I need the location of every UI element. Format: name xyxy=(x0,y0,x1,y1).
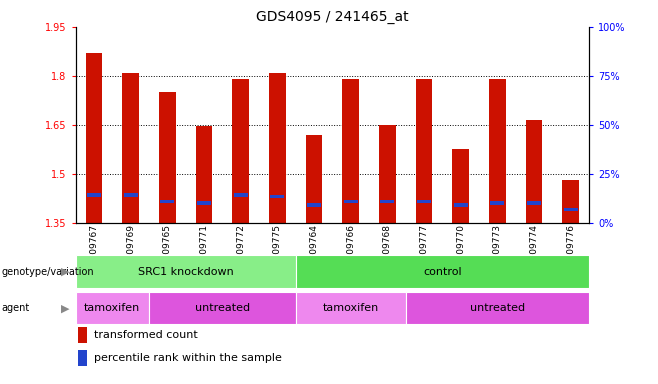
Bar xyxy=(78,327,88,343)
Text: genotype/variation: genotype/variation xyxy=(1,266,94,277)
Bar xyxy=(76,255,295,288)
Text: untreated: untreated xyxy=(470,303,525,313)
Bar xyxy=(307,203,321,207)
Text: ▶: ▶ xyxy=(61,266,69,277)
Bar xyxy=(149,292,295,324)
Bar xyxy=(343,200,358,203)
Bar xyxy=(563,208,578,212)
Bar xyxy=(295,255,589,288)
Bar xyxy=(86,53,102,223)
Bar xyxy=(159,92,176,223)
Bar xyxy=(234,193,247,197)
Bar xyxy=(380,200,394,203)
Bar xyxy=(489,79,505,223)
Bar xyxy=(270,195,284,199)
Text: SRC1 knockdown: SRC1 knockdown xyxy=(138,266,234,277)
Text: tamoxifen: tamoxifen xyxy=(322,303,379,313)
Bar xyxy=(124,193,138,197)
Bar xyxy=(379,125,395,223)
Bar xyxy=(197,201,211,205)
Bar xyxy=(526,120,542,223)
Bar xyxy=(76,292,149,324)
Bar xyxy=(490,201,504,205)
Bar xyxy=(416,79,432,223)
Bar xyxy=(269,73,286,223)
Bar xyxy=(87,193,101,197)
Bar xyxy=(405,292,589,324)
Text: untreated: untreated xyxy=(195,303,250,313)
Bar xyxy=(122,73,139,223)
Text: control: control xyxy=(423,266,461,277)
Text: agent: agent xyxy=(1,303,30,313)
Bar xyxy=(78,350,88,366)
Bar xyxy=(563,180,579,223)
Bar xyxy=(232,79,249,223)
Text: transformed count: transformed count xyxy=(93,330,197,340)
Bar xyxy=(527,201,541,205)
Bar xyxy=(195,126,213,223)
Bar xyxy=(453,203,468,207)
Bar xyxy=(161,200,174,203)
Bar xyxy=(295,292,405,324)
Title: GDS4095 / 241465_at: GDS4095 / 241465_at xyxy=(256,10,409,25)
Text: percentile rank within the sample: percentile rank within the sample xyxy=(93,353,282,363)
Bar xyxy=(306,134,322,223)
Bar xyxy=(417,200,431,203)
Text: ▶: ▶ xyxy=(61,303,69,313)
Bar xyxy=(452,149,469,223)
Bar xyxy=(342,79,359,223)
Text: tamoxifen: tamoxifen xyxy=(84,303,140,313)
